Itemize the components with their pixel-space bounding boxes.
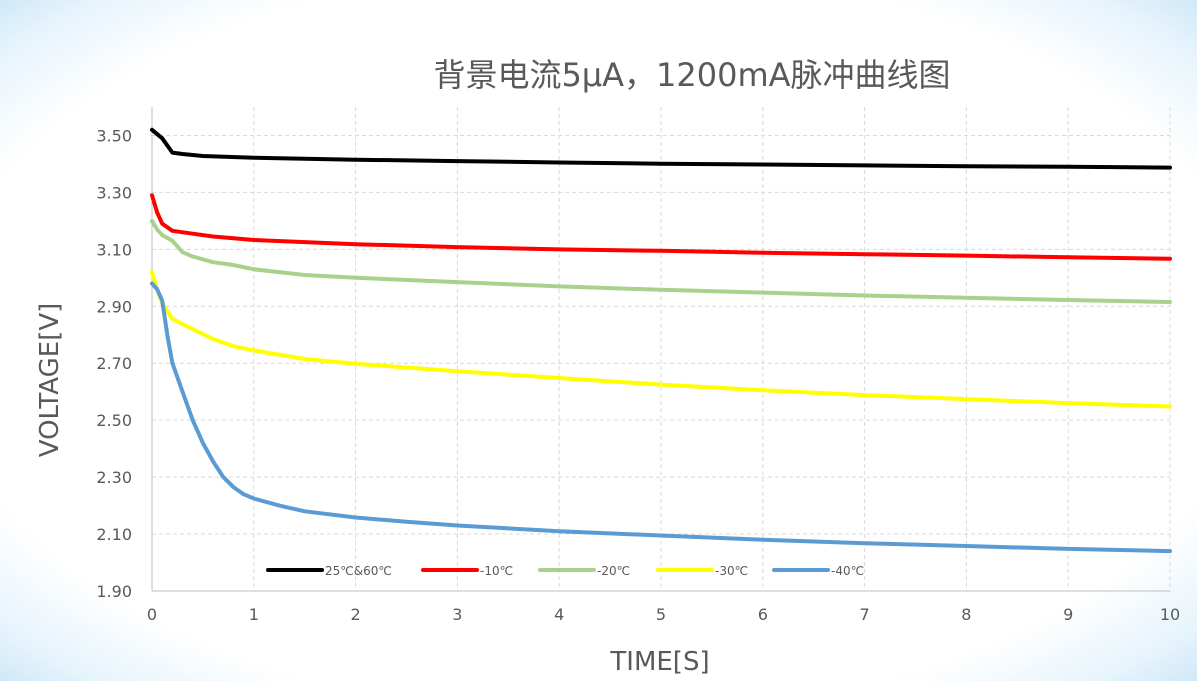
y-tick-label: 1.90 — [96, 582, 132, 601]
x-tick-label: 8 — [961, 605, 971, 624]
chart-title: 背景电流5μA，1200mA脉冲曲线图 — [433, 56, 950, 94]
series-line — [150, 270, 1172, 409]
x-tick-label: 4 — [554, 605, 564, 624]
y-tick-label: 2.70 — [96, 354, 132, 373]
series-line — [150, 281, 1172, 554]
legend-label: -10℃ — [480, 564, 513, 578]
y-tick-label: 3.10 — [96, 240, 132, 259]
x-tick-label: 9 — [1063, 605, 1073, 624]
x-axis-title: TIME[S] — [609, 647, 709, 677]
axes: 1.90 2.10 2.30 2.50 2.70 2.90 3.10 3.30 3.50 0 1 2 3… — [96, 107, 1180, 624]
legend-label: -20℃ — [597, 564, 630, 578]
y-axis-title: VOLTAGE[V] — [35, 303, 65, 458]
x-tick-label: 10 — [1160, 605, 1180, 624]
legend-label: -30℃ — [715, 564, 748, 578]
legend: 25℃&60℃ -10℃ -20℃ -30℃ -40℃ — [266, 564, 864, 578]
series-line — [150, 218, 1172, 304]
y-tick-label: 3.50 — [96, 126, 132, 145]
x-tick-label: 3 — [452, 605, 462, 624]
y-tick-label: 2.10 — [96, 525, 132, 544]
series-line — [150, 127, 1172, 170]
y-tick-label: 2.90 — [96, 297, 132, 316]
y-tick-label: 3.30 — [96, 183, 132, 202]
x-tick-label: 7 — [860, 605, 870, 624]
series-line — [150, 193, 1172, 261]
grid — [152, 107, 1171, 592]
y-tick-label: 2.30 — [96, 468, 132, 487]
x-tick-label: 0 — [147, 605, 157, 624]
x-tick-label: 2 — [351, 605, 361, 624]
legend-label: -40℃ — [831, 564, 864, 578]
x-tick-label: 6 — [758, 605, 768, 624]
x-tick-label: 1 — [249, 605, 259, 624]
x-tick-label: 5 — [656, 605, 666, 624]
legend-label: 25℃&60℃ — [325, 564, 392, 578]
y-tick-label: 2.50 — [96, 411, 132, 430]
series-lines — [150, 127, 1172, 554]
